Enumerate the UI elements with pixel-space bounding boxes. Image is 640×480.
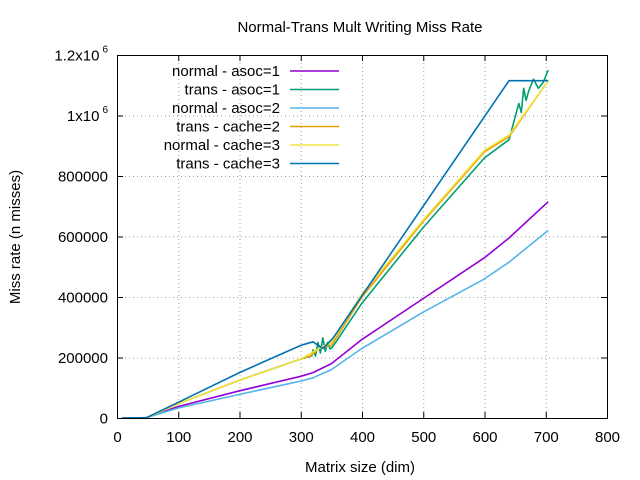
y-tick-label: 800000 [58, 169, 108, 186]
y-tick-label: 400000 [58, 290, 108, 307]
series-line-6 [121, 79, 549, 419]
legend-label: trans - cache=3 [176, 156, 280, 173]
chart-title: Normal-Trans Mult Writing Miss Rate [237, 19, 482, 36]
series-layer [121, 69, 549, 419]
y-tick-label-exponent: 6 [102, 45, 108, 56]
y-tick-label: 600000 [58, 229, 108, 246]
x-tick-label: 400 [350, 429, 375, 446]
y-tick-label: 1.2x10 6 [54, 45, 108, 65]
y-tick-label-base: 0 [100, 411, 108, 428]
y-axis-title: Miss rate (n misses) [7, 170, 24, 304]
x-tick-label: 500 [411, 429, 436, 446]
y-tick-label-base: 800000 [58, 169, 108, 186]
legend-label: trans - cache=2 [176, 119, 280, 136]
legend-label: normal - asoc=1 [172, 63, 280, 80]
x-tick-label: 300 [289, 429, 314, 446]
series-line-3 [121, 229, 549, 419]
y-tick-label-base: 200000 [58, 350, 108, 367]
legend-label: normal - cache=3 [164, 137, 280, 154]
x-tick-label: 200 [227, 429, 252, 446]
y-tick-label: 0 [100, 411, 108, 428]
y-tick-label: 1x10 6 [67, 105, 109, 125]
x-tick-label: 700 [534, 429, 559, 446]
legend-label: trans - asoc=1 [185, 82, 280, 99]
series-line-1 [121, 201, 549, 419]
y-tick-label: 200000 [58, 350, 108, 367]
y-tick-label-exponent: 6 [102, 105, 108, 116]
y-tick-label-base: 1.2x10 [54, 48, 99, 65]
legend-label: normal - asoc=2 [172, 100, 280, 117]
tick-layer: 0 100 200 300 400 500 600 700 800 0 200000 400000 60… [54, 45, 620, 447]
plot-frame [117, 55, 608, 419]
y-tick-label-base: 400000 [58, 290, 108, 307]
x-axis-title: Matrix size (dim) [305, 459, 415, 476]
x-tick-label: 600 [472, 429, 497, 446]
y-tick-label-base: 1x10 [67, 108, 100, 125]
y-tick-label-base: 600000 [58, 229, 108, 246]
x-tick-label: 0 [113, 429, 121, 446]
x-tick-label: 100 [166, 429, 191, 446]
x-tick-label: 800 [595, 429, 620, 446]
